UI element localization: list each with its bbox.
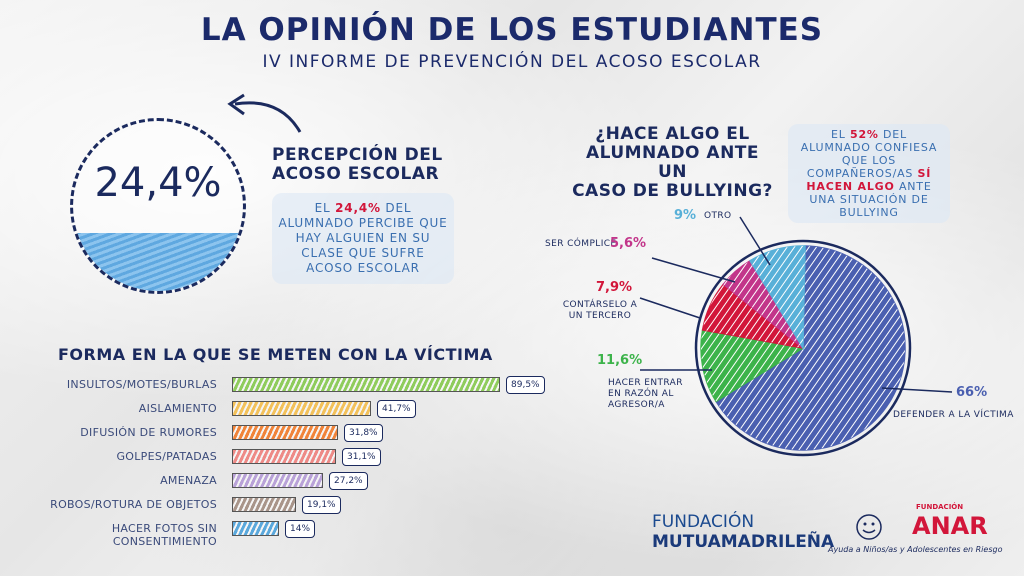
bar-label: AISLAMIENTO [138,402,217,415]
pie-leader-line [881,387,953,393]
pie-label-otro: OTRO [704,211,732,221]
action-title-line2: ALUMNADO ANTE UN [585,143,760,182]
pie-leader-line [651,257,736,283]
perception-title-line1: PERCEPCIÓN DEL [272,145,443,165]
bar-label: AMENAZA [160,474,217,487]
pie-slice-hatch [716,246,906,451]
pie-slice-hatch [723,260,803,348]
bar [232,449,336,464]
smiley-icon [856,514,882,540]
pie-label-tercero: CONTÁRSELO A UN TERCERO [562,300,638,321]
pie-slice-hatch [750,246,806,348]
pie-label-defender: DEFENDER A LA VÍCTIMA [893,410,1014,420]
bar [232,497,296,512]
perception-title: PERCEPCIÓN DEL ACOSO ESCOLAR [272,146,443,184]
bar-value-label: 41,7% [377,400,416,418]
arrow-icon [227,93,302,133]
action-note-mid: DEL ALUMNADO CONFIESA QUE LOS COMPAÑEROS… [800,128,938,180]
action-title: ¿HACE ALGO EL ALUMNADO ANTE UN CASO DE B… [570,125,775,201]
pie-value-complice: 5,6% [610,236,647,251]
bar [232,377,500,392]
bar-label: HACER FOTOS SIN CONSENTIMIENTO [111,522,217,548]
mutua-logo-line1: FUNDACIÓN [652,512,755,532]
bar-label: GOLPES/PATADAS [116,450,217,463]
perception-circle [70,118,246,294]
pie-value-tercero: 7,9% [596,280,633,295]
perception-value: 24,4% [94,160,222,206]
mutua-logo: FUNDACIÓN MUTUAMADRILEÑA [652,512,834,552]
bar-value-label: 89,5% [506,376,545,394]
page-title: LA OPINIÓN DE LOS ESTUDIANTES [200,12,824,48]
perception-note-post: DEL ALUMNADO PERCIBE QUE HAY ALGUIEN EN … [278,201,448,275]
perception-note-highlight: 24,4% [335,201,381,215]
pie-leader-line [639,297,701,319]
perception-note: EL 24,4% DEL ALUMNADO PERCIBE QUE HAY AL… [272,193,454,284]
bar-value-label: 31,1% [342,448,381,466]
bar-value-label: 31,8% [344,424,383,442]
pie-value-razon: 11,6% [597,353,643,368]
action-title-line1: ¿HACE ALGO EL [595,124,750,144]
perception-fill [73,233,243,291]
anar-logo: ANAR [912,512,988,540]
pie-slice-hatch [702,284,803,348]
bar-label: ROBOS/ROTURA DE OBJETOS [50,498,217,511]
action-note-highlight1: 52% [850,128,879,141]
page-subtitle: IV INFORME DE PREVENCIÓN DEL ACOSO ESCOL… [262,52,762,72]
action-note-pre: EL [831,128,850,141]
bar-value-label: 27,2% [329,472,368,490]
bar [232,521,279,536]
pie-value-otro: 9% [674,208,697,223]
bar [232,401,371,416]
perception-title-line2: ACOSO ESCOLAR [272,164,440,184]
bar-label: DIFUSIÓN DE RUMORES [80,426,217,439]
bar-value-label: 14% [285,520,316,538]
action-note-highlight2: SÍ HACEN ALGO [806,167,932,193]
mutua-logo-line2: MUTUAMADRILEÑA [652,532,835,552]
pie-slice-hatch [701,329,803,402]
perception-note-pre: EL [314,201,336,215]
pie-label-razon: HACER ENTRAR EN RAZÓN AL AGRESOR/A [608,378,683,410]
anar-logo-small: FUNDACIÓN [916,503,964,511]
bar-chart-title: FORMA EN LA QUE SE METEN CON LA VÍCTIMA [58,345,493,364]
pie-value-defender: 66% [956,385,988,400]
action-note: EL 52% DEL ALUMNADO CONFIESA QUE LOS COM… [788,124,950,223]
anar-tagline: Ayuda a Niños/as y Adolescentes en Riesg… [828,545,1003,554]
action-title-line3: CASO DE BULLYING? [572,181,773,201]
bar-value-label: 19,1% [302,496,341,514]
pie-leader-line [739,216,771,266]
pie-label-complice: SER CÓMPLICE [545,239,617,249]
action-note-post: ANTE UNA SITUACIÓN DE BULLYING [809,180,932,219]
bar [232,473,323,488]
bar-label: INSULTOS/MOTES/BURLAS [66,378,217,391]
bar [232,425,338,440]
